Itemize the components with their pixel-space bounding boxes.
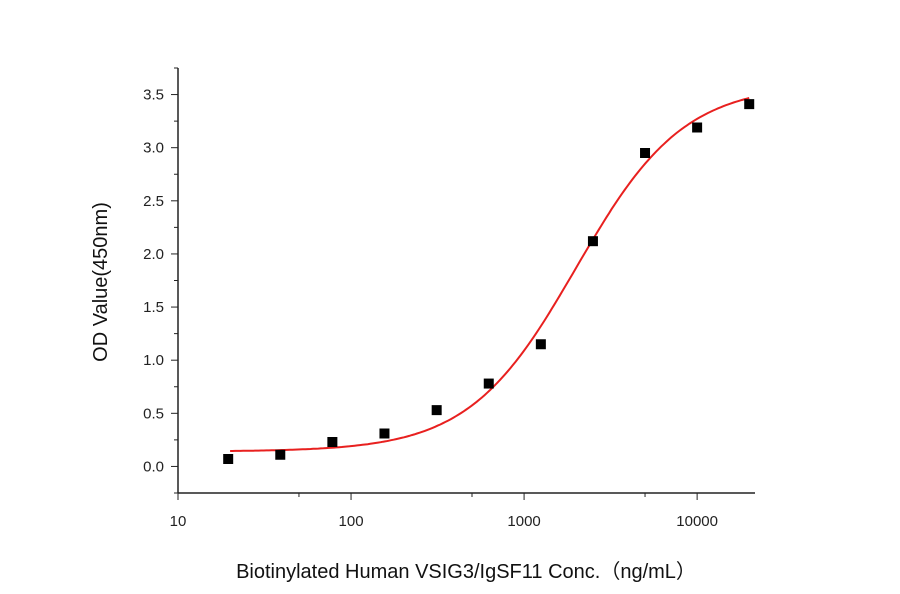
data-point — [275, 449, 286, 460]
y-tick-label: 3.5 — [143, 87, 164, 104]
x-tick-labels: 10 100 1000 10000 — [170, 513, 718, 530]
data-point — [640, 148, 651, 158]
y-axis-label: OD Value(450nm) — [90, 202, 112, 362]
data-points — [223, 99, 755, 464]
x-axis-label: Biotinylated Human VSIG3/IgSF11 Conc.（ng… — [236, 560, 696, 583]
y-tick-label: 1.0 — [143, 352, 164, 369]
y-tick-label: 3.0 — [143, 140, 164, 157]
data-point — [327, 437, 338, 447]
data-point — [535, 339, 546, 350]
data-point — [692, 122, 703, 133]
x-tick-label: 100 — [339, 513, 364, 530]
x-tick-label: 1000 — [507, 513, 540, 530]
y-tick-label: 0.0 — [143, 458, 164, 475]
data-point — [379, 428, 390, 439]
x-tick-label: 10 — [170, 513, 187, 530]
data-point — [223, 454, 234, 464]
y-tick-labels: 0.0 0.5 1.0 1.5 2.0 2.5 3.0 3.5 — [143, 87, 164, 476]
y-tick-label: 0.5 — [143, 405, 164, 422]
x-tick-label: 10000 — [676, 513, 718, 530]
y-tick-label: 2.0 — [143, 246, 164, 263]
fit-curve — [230, 97, 750, 452]
y-tick-label: 1.5 — [143, 299, 164, 316]
data-point — [483, 378, 494, 389]
y-tick-label: 2.5 — [143, 193, 164, 210]
data-point — [744, 99, 755, 110]
data-point — [431, 405, 442, 416]
data-point — [587, 236, 598, 247]
axes — [171, 67, 755, 500]
